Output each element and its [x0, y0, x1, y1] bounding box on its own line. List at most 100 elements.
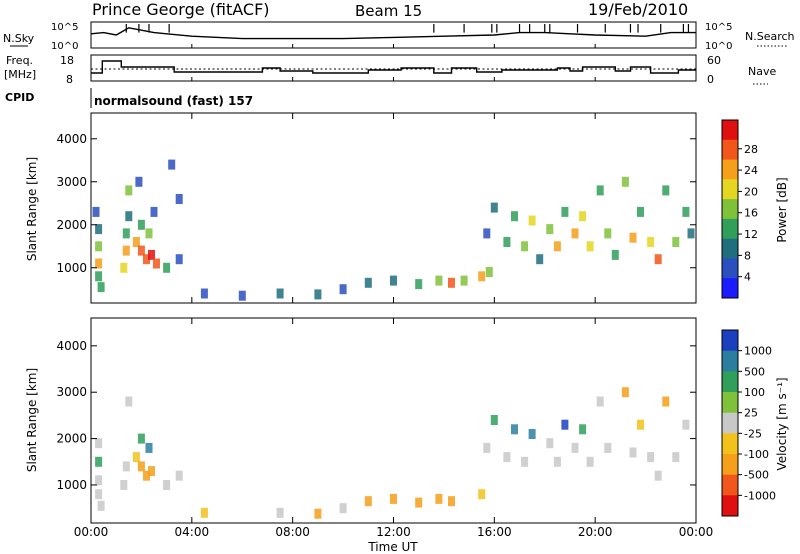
range-cell-1-47	[682, 419, 690, 430]
range-cell-1-1	[95, 489, 103, 500]
range-cell-0-38	[490, 202, 498, 213]
range-cell-1-11	[148, 466, 155, 477]
range-cell-0-23	[168, 159, 176, 170]
velocity-y-label: Slant Range [km]	[25, 368, 39, 472]
colorbar-swatch-0-2	[722, 159, 738, 180]
range-cell-0-19	[135, 176, 143, 187]
noise-search-label: N.Search	[745, 30, 795, 43]
time-axis: 00:00 04:00 08:00 12:00 16:00 20:00 00:00	[74, 44, 713, 539]
range-cell-1-23	[435, 493, 443, 504]
velocity-cells	[95, 387, 690, 519]
colorbar-swatch-1-0	[722, 330, 738, 352]
range-cell-1-17	[276, 507, 284, 518]
colorbar-tick-label-1-0: 1000	[744, 345, 772, 358]
range-cell-0-16	[145, 228, 153, 239]
range-cell-1-5	[120, 480, 128, 490]
range-cell-0-10	[125, 211, 133, 222]
nave-tick-top: 60	[707, 54, 721, 67]
y-tick-label-0-2: 3000	[56, 175, 87, 189]
colorbar-swatch-0-5	[722, 218, 738, 240]
station-title: Prince George (fitACF)	[92, 0, 270, 19]
range-cell-0-54	[629, 232, 637, 243]
y-tick-label-1-0: 1000	[56, 478, 87, 492]
range-cell-0-5	[97, 282, 105, 293]
noise-right-tick-top: 10^5	[705, 22, 732, 33]
range-cell-0-59	[672, 237, 680, 247]
colorbar-swatch-1-7	[722, 474, 738, 496]
range-cell-1-41	[629, 447, 637, 458]
colorbar-swatch-1-1	[722, 350, 738, 372]
colorbar-tick-label-0-0: 4	[744, 271, 751, 284]
range-cell-1-15	[175, 470, 183, 481]
range-cell-1-12	[145, 442, 153, 453]
range-cell-1-13	[137, 433, 145, 444]
range-cell-0-17	[137, 219, 145, 230]
range-cell-0-39	[503, 237, 511, 247]
noise-left-tick-top: 10^5	[51, 22, 78, 33]
range-cell-1-37	[586, 456, 594, 467]
range-cell-1-40	[621, 387, 629, 398]
power-panel: 1000 2000 3000 4000 Slant Range [km]	[25, 112, 697, 304]
range-cell-1-8	[132, 452, 140, 463]
cpid-label: CPID	[5, 91, 34, 104]
range-cell-1-22	[415, 497, 423, 508]
range-cell-0-12	[137, 245, 145, 256]
range-cell-0-47	[571, 228, 579, 239]
range-cell-1-27	[490, 415, 498, 425]
range-cell-1-14	[163, 480, 171, 490]
range-cell-1-21	[390, 493, 397, 504]
range-cell-1-46	[672, 452, 680, 463]
range-cell-0-2	[95, 241, 103, 252]
range-cell-1-2	[95, 456, 103, 467]
time-tick-label-3: 12:00	[376, 525, 411, 539]
range-cell-1-32	[546, 438, 554, 449]
range-cell-1-25	[478, 489, 486, 500]
range-cell-0-52	[611, 249, 619, 260]
range-cell-0-46	[561, 206, 569, 217]
range-cell-1-36	[579, 424, 587, 435]
range-cell-1-39	[604, 442, 612, 453]
y-tick-label-1-1: 2000	[56, 432, 87, 446]
colorbar-swatch-1-8	[722, 495, 738, 517]
power-colorbar-label: Power [dB]	[775, 177, 789, 242]
range-cell-1-18	[314, 508, 322, 519]
range-cell-1-28	[503, 452, 511, 463]
range-cell-0-50	[596, 185, 604, 196]
range-cell-1-24	[448, 496, 455, 507]
velocity-colorbar-swatches	[722, 330, 738, 517]
y-tick-label-0-0: 1000	[56, 261, 87, 275]
frequency-strip: Freq. [MHz] 18 8 60 0 Nave	[4, 54, 776, 86]
range-cell-1-30	[521, 456, 529, 467]
nave-label: Nave	[748, 65, 776, 78]
range-cell-0-31	[415, 279, 423, 290]
range-cell-0-55	[637, 206, 644, 217]
colorbar-swatch-1-4	[722, 412, 738, 434]
velocity-colorbar-label: Velocity [m s⁻¹]	[775, 377, 789, 470]
colorbar-swatch-0-3	[722, 179, 738, 200]
power-colorbar-frame	[721, 119, 739, 299]
range-cell-0-48	[579, 211, 587, 222]
range-cell-0-24	[200, 288, 208, 299]
range-cell-0-9	[125, 185, 133, 196]
range-cell-0-22	[175, 194, 183, 204]
freq-tick-bottom: 8	[66, 73, 73, 86]
range-cell-1-6	[122, 461, 130, 472]
range-cell-0-0	[95, 258, 103, 269]
velocity-panel-frame	[90, 317, 697, 524]
range-cell-1-26	[483, 442, 491, 453]
time-tick-label-1: 04:00	[175, 525, 210, 539]
range-cell-0-25	[238, 290, 246, 301]
range-cell-0-27	[314, 289, 322, 300]
colorbar-tick-label-0-4: 20	[744, 185, 758, 198]
range-cell-0-42	[528, 215, 536, 226]
colorbar-tick-label-1-3: 25	[744, 407, 758, 420]
power-colorbar-swatches	[722, 120, 738, 299]
time-tick-label-2: 08:00	[275, 525, 310, 539]
velocity-panel: 1000 2000 3000 4000 Slant Range [km]	[25, 317, 697, 524]
range-cell-0-58	[662, 185, 670, 196]
range-cell-0-26	[276, 288, 284, 299]
colorbar-tick-label-1-1: 500	[744, 365, 765, 378]
velocity-colorbar: 1000 500 100 25 -25 -100 -500 -1000 Velocity [m…	[721, 329, 789, 517]
colorbar-tick-label-0-3: 16	[744, 207, 758, 220]
